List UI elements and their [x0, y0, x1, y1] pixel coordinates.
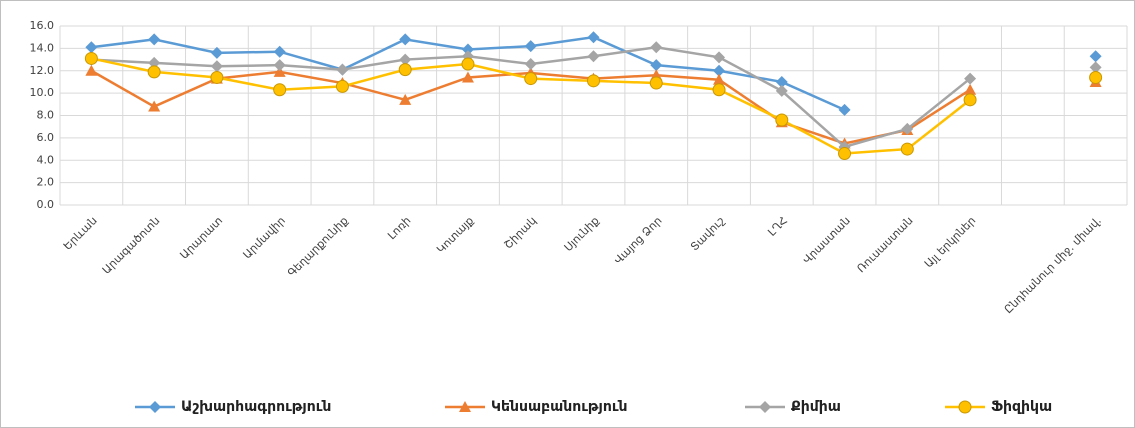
- marker: [273, 45, 286, 58]
- marker: [838, 103, 851, 116]
- y-tick-label: 2.0: [37, 176, 55, 189]
- marker: [273, 65, 286, 77]
- marker: [273, 83, 287, 97]
- legend-label: Կենսաբանություն: [491, 399, 628, 415]
- marker: [399, 33, 412, 46]
- marker: [85, 41, 98, 54]
- marker: [1089, 61, 1102, 74]
- legend-label: Քիմիա: [791, 399, 841, 415]
- marker: [273, 59, 286, 72]
- marker: [461, 43, 474, 56]
- marker: [901, 122, 914, 135]
- marker: [713, 51, 726, 64]
- marker: [759, 401, 771, 413]
- marker: [399, 93, 412, 105]
- legend-item: Քիմիա: [745, 399, 841, 415]
- marker: [398, 63, 412, 77]
- marker: [713, 73, 726, 85]
- y-tick-label: 6.0: [37, 131, 55, 144]
- marker: [650, 59, 663, 72]
- marker: [713, 64, 726, 77]
- marker: [587, 31, 600, 44]
- marker: [649, 76, 663, 90]
- marker: [461, 71, 474, 83]
- marker: [775, 113, 789, 127]
- marker: [1089, 70, 1103, 84]
- marker: [775, 84, 788, 97]
- marker: [399, 53, 412, 66]
- legend-item: Ֆիզիկա: [945, 399, 1052, 415]
- marker: [587, 74, 600, 88]
- legend-label: Աշխարհագրություն: [181, 399, 331, 415]
- marker: [775, 75, 788, 88]
- y-tick-label: 12.0: [30, 64, 55, 77]
- marker: [524, 58, 537, 71]
- y-tick-label: 0.0: [37, 198, 55, 211]
- marker: [149, 401, 161, 413]
- marker: [524, 72, 538, 86]
- marker: [210, 60, 223, 73]
- y-tick-label: 14.0: [30, 41, 55, 54]
- marker: [210, 46, 223, 59]
- marker: [587, 50, 600, 63]
- marker: [148, 56, 161, 69]
- marker: [524, 40, 537, 53]
- y-tick-label: 10.0: [30, 86, 55, 99]
- marker: [964, 83, 977, 95]
- y-tick-label: 16.0: [30, 19, 55, 32]
- marker: [459, 401, 471, 412]
- marker: [84, 51, 98, 65]
- marker: [148, 100, 161, 112]
- marker: [210, 70, 224, 84]
- marker: [1089, 50, 1102, 63]
- marker: [964, 72, 977, 85]
- marker: [838, 147, 852, 161]
- marker: [958, 400, 972, 414]
- marker: [650, 41, 663, 54]
- marker: [335, 79, 349, 93]
- marker: [461, 57, 475, 71]
- y-tick-label: 4.0: [37, 153, 55, 166]
- legend-label: Ֆիզիկա: [991, 399, 1052, 415]
- y-tick-label: 8.0: [37, 109, 55, 122]
- marker: [712, 83, 726, 97]
- marker: [147, 65, 161, 79]
- marker: [85, 64, 98, 76]
- marker: [148, 33, 161, 46]
- marker: [336, 63, 349, 76]
- legend-item: Աշխարհագրություն: [135, 399, 331, 415]
- marker: [900, 142, 914, 156]
- legend-item: Կենսաբանություն: [445, 399, 628, 415]
- marker: [963, 93, 977, 107]
